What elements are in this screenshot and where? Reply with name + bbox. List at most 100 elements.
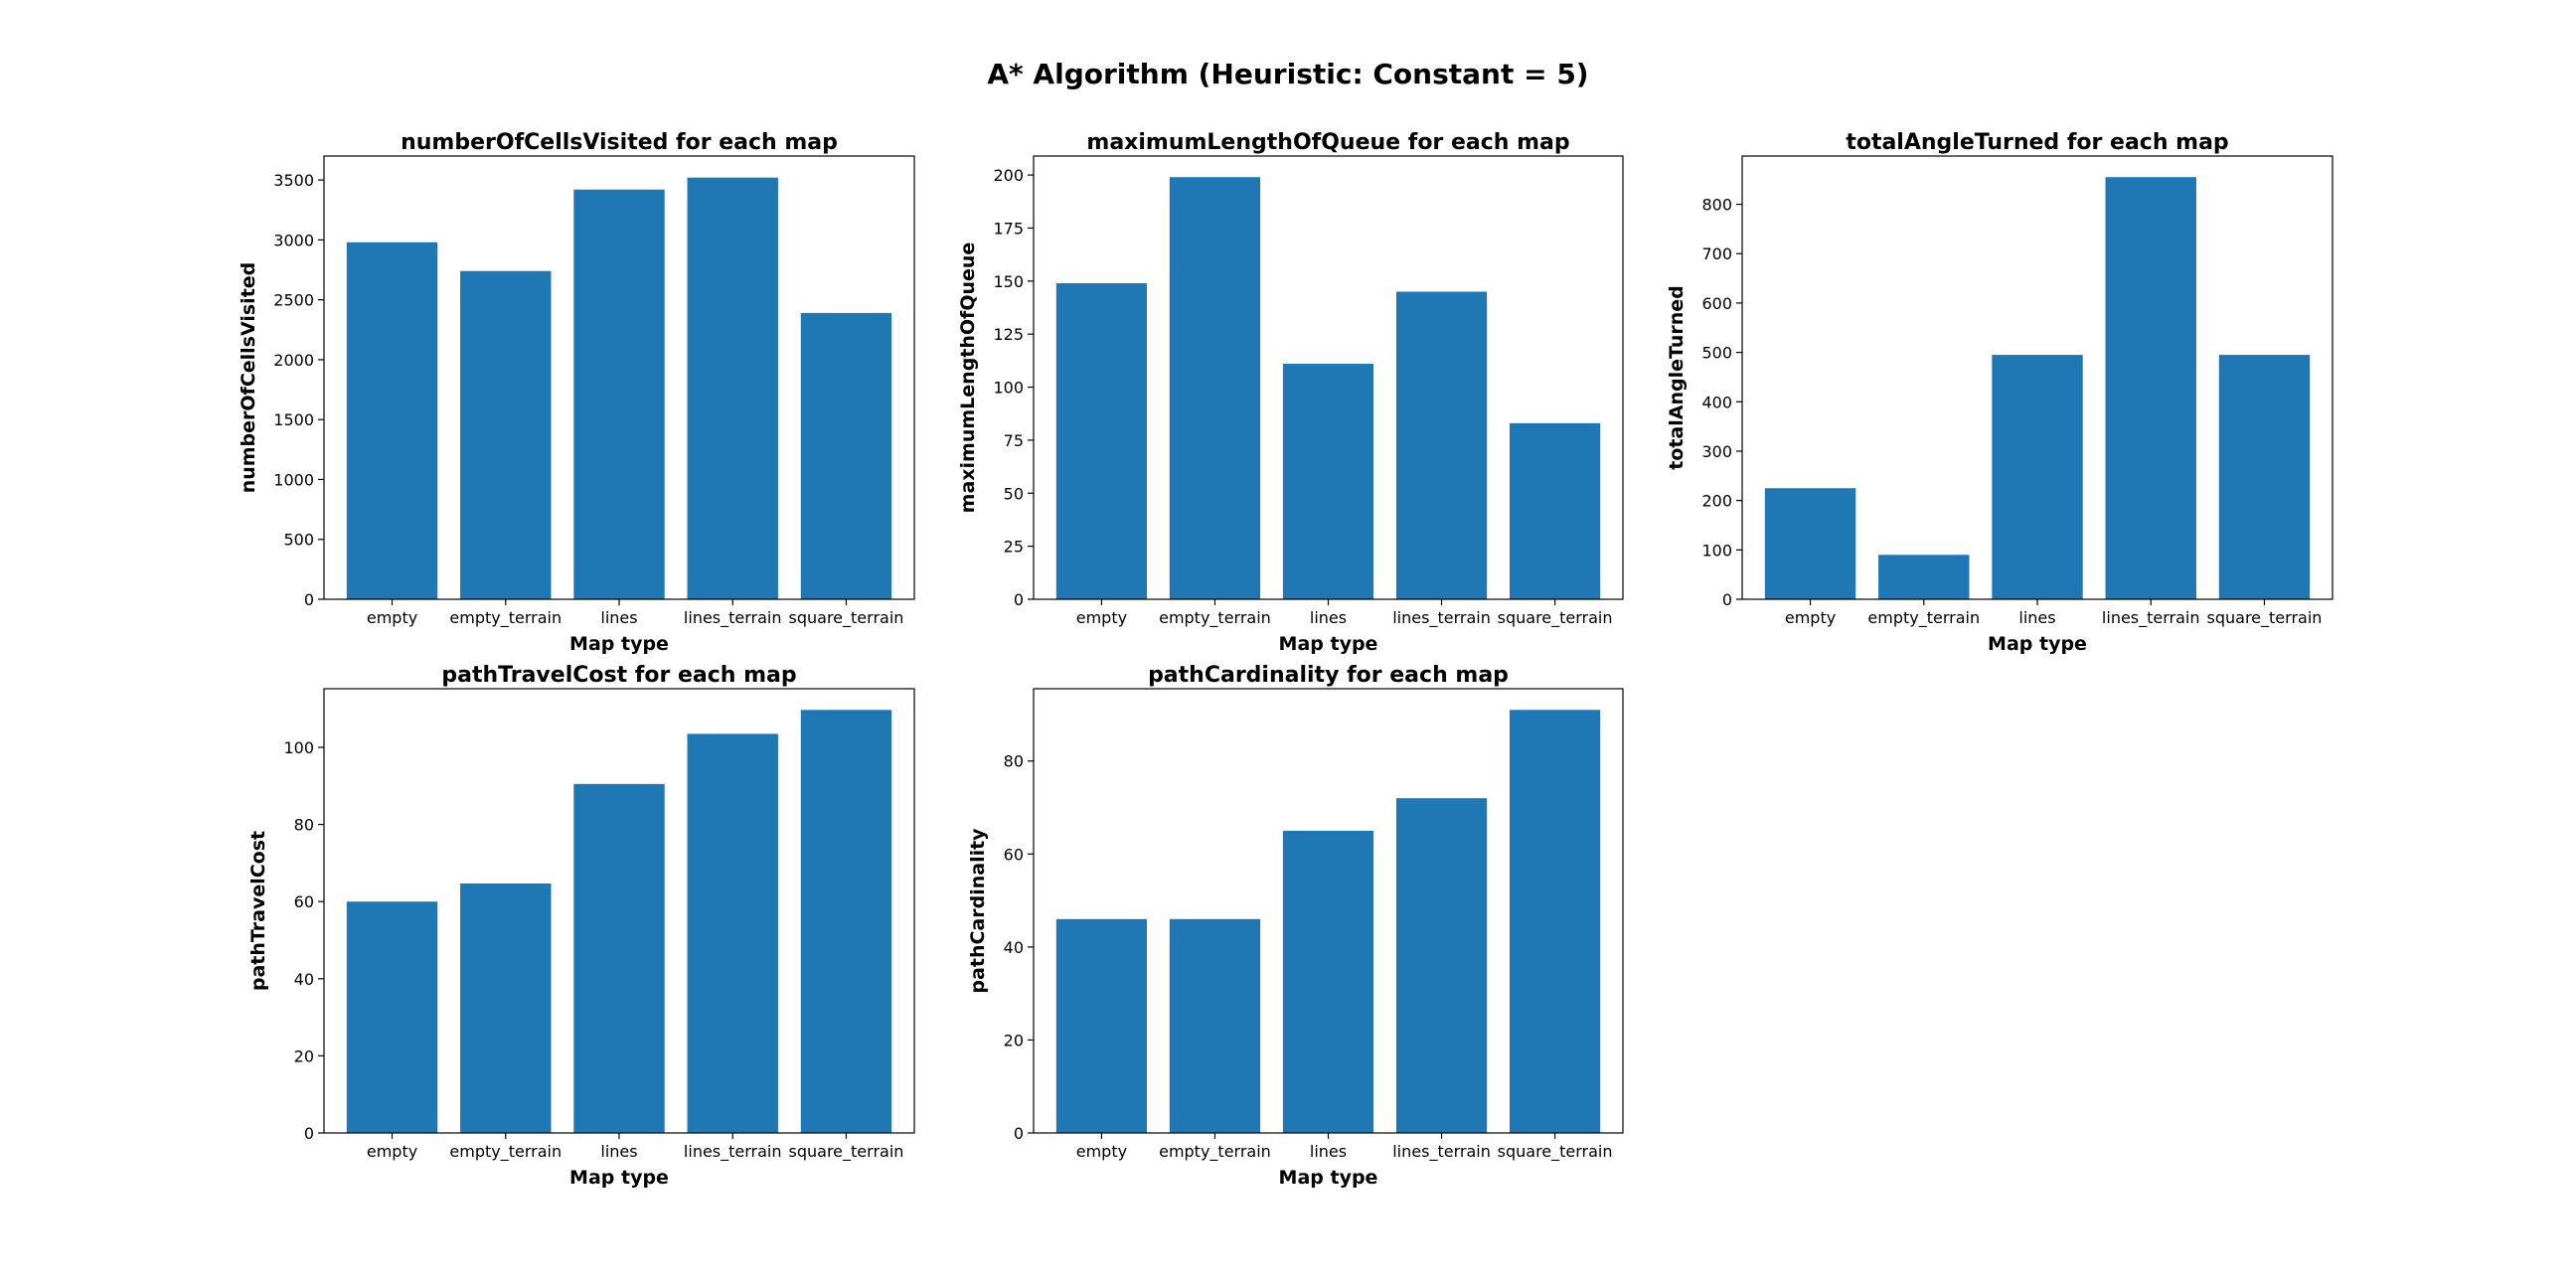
y-tick-label: 400 <box>1701 393 1732 411</box>
x-axis-label: Map type <box>1988 633 2087 655</box>
chart-title: totalAngleTurned for each map <box>1846 130 2228 155</box>
x-axis-label: Map type <box>1279 1167 1378 1189</box>
y-tick-label: 600 <box>1701 294 1732 313</box>
x-axis-label: Map type <box>569 1167 669 1189</box>
y-tick-label: 100 <box>1701 541 1732 560</box>
y-tick-label: 60 <box>294 892 314 911</box>
x-tick-label: empty_terrain <box>449 608 562 628</box>
bar <box>346 242 438 599</box>
y-tick-label: 2500 <box>273 291 314 310</box>
chart-title: numberOfCellsVisited for each map <box>401 130 838 155</box>
x-tick-label: square_terrain <box>1498 608 1613 628</box>
x-axis-label: Map type <box>1279 633 1378 655</box>
y-tick-label: 0 <box>1014 1124 1024 1143</box>
x-tick-label: lines <box>1310 608 1347 627</box>
bar <box>2218 355 2311 599</box>
bar <box>2105 177 2196 599</box>
y-axis-label: maximumLengthOfQueue <box>957 242 979 514</box>
x-tick-label: empty <box>367 608 417 627</box>
figure-suptitle: A* Algorithm (Heuristic: Constant = 5) <box>987 58 1588 90</box>
y-tick-label: 40 <box>1004 938 1024 957</box>
y-tick-label: 0 <box>1014 590 1024 609</box>
x-tick-label: empty <box>1785 608 1836 627</box>
x-tick-label: square_terrain <box>1498 1142 1613 1162</box>
x-tick-label: empty_terrain <box>1867 608 1980 628</box>
y-tick-label: 200 <box>1701 492 1732 511</box>
bar <box>573 783 665 1133</box>
x-tick-label: square_terrain <box>789 1142 904 1162</box>
x-tick-label: empty_terrain <box>449 1142 562 1162</box>
y-tick-label: 0 <box>304 1124 314 1143</box>
y-tick-label: 1000 <box>273 470 314 489</box>
y-tick-label: 100 <box>993 379 1024 398</box>
x-tick-label: lines_terrain <box>1392 1142 1491 1162</box>
y-tick-label: 150 <box>993 272 1024 291</box>
x-tick-label: lines <box>2018 608 2055 627</box>
bar <box>1169 918 1261 1133</box>
bar <box>1169 177 1261 599</box>
y-tick-label: 3500 <box>273 171 314 190</box>
y-tick-label: 100 <box>283 738 314 757</box>
y-tick-label: 20 <box>294 1046 314 1065</box>
bar <box>346 901 438 1133</box>
bar <box>1395 798 1488 1133</box>
y-tick-label: 20 <box>1004 1031 1024 1049</box>
chart-title: pathCardinality for each map <box>1148 663 1509 688</box>
x-tick-label: empty <box>367 1142 417 1161</box>
y-tick-label: 500 <box>283 531 314 550</box>
bar <box>800 312 892 599</box>
bar <box>1282 364 1374 599</box>
x-tick-label: empty <box>1076 608 1127 627</box>
y-tick-label: 3000 <box>273 231 314 249</box>
bar <box>1878 555 1970 599</box>
x-tick-label: empty <box>1076 1142 1127 1161</box>
y-tick-label: 0 <box>304 590 314 609</box>
y-tick-label: 0 <box>1722 590 1732 609</box>
x-tick-label: lines <box>600 608 637 627</box>
chart-panel: 0 20 40 60 80 empty empty_terrain lines lines_te… <box>967 663 1624 1189</box>
bar <box>460 270 552 599</box>
y-tick-label: 800 <box>1701 196 1732 215</box>
chart-panel: 0 20 40 60 80 100 empty empty_terrain lines lines… <box>247 663 915 1189</box>
y-tick-label: 300 <box>1701 442 1732 461</box>
bar <box>460 883 552 1133</box>
y-tick-label: 125 <box>993 325 1024 344</box>
bar <box>573 189 665 600</box>
y-tick-label: 75 <box>1004 431 1024 450</box>
bar <box>1509 710 1601 1133</box>
y-tick-label: 1500 <box>273 410 314 429</box>
bar <box>1992 355 2083 599</box>
y-axis-label: pathTravelCost <box>247 831 269 991</box>
y-tick-label: 80 <box>294 816 314 835</box>
x-tick-label: lines_terrain <box>684 1142 782 1162</box>
y-tick-label: 40 <box>294 970 314 989</box>
bar <box>687 177 778 599</box>
bar <box>1055 918 1148 1133</box>
y-tick-label: 25 <box>1004 538 1024 557</box>
bar <box>800 710 892 1133</box>
chart-panel: 0 500 1000 1500 2000 2500 3000 3500 empty empty_t… <box>238 130 915 655</box>
y-tick-label: 200 <box>993 166 1024 185</box>
bar <box>687 733 778 1133</box>
y-tick-label: 2000 <box>273 351 314 370</box>
chart-title: maximumLengthOfQueue for each map <box>1086 130 1569 155</box>
bar <box>1509 422 1601 599</box>
x-tick-label: lines_terrain <box>1392 608 1491 628</box>
x-tick-label: square_terrain <box>2207 608 2323 628</box>
x-tick-label: square_terrain <box>789 608 904 628</box>
bar <box>1282 830 1374 1133</box>
x-tick-label: lines_terrain <box>2102 608 2200 628</box>
x-tick-label: lines <box>600 1142 637 1161</box>
y-tick-label: 80 <box>1004 752 1024 771</box>
chart-panel: 0 25 50 75 100 125 150 175 200 empty empty_terrain… <box>957 130 1624 655</box>
bar <box>1055 282 1148 599</box>
y-tick-label: 50 <box>1004 484 1024 503</box>
x-tick-label: empty_terrain <box>1159 608 1271 628</box>
chart-panel: 0 100 200 300 400 500 600 700 800 empty empty_terr… <box>1666 130 2334 655</box>
y-axis-label: pathCardinality <box>967 828 989 994</box>
bar <box>1764 488 1856 599</box>
y-axis-label: numberOfCellsVisited <box>238 262 259 494</box>
y-tick-label: 175 <box>993 219 1024 238</box>
